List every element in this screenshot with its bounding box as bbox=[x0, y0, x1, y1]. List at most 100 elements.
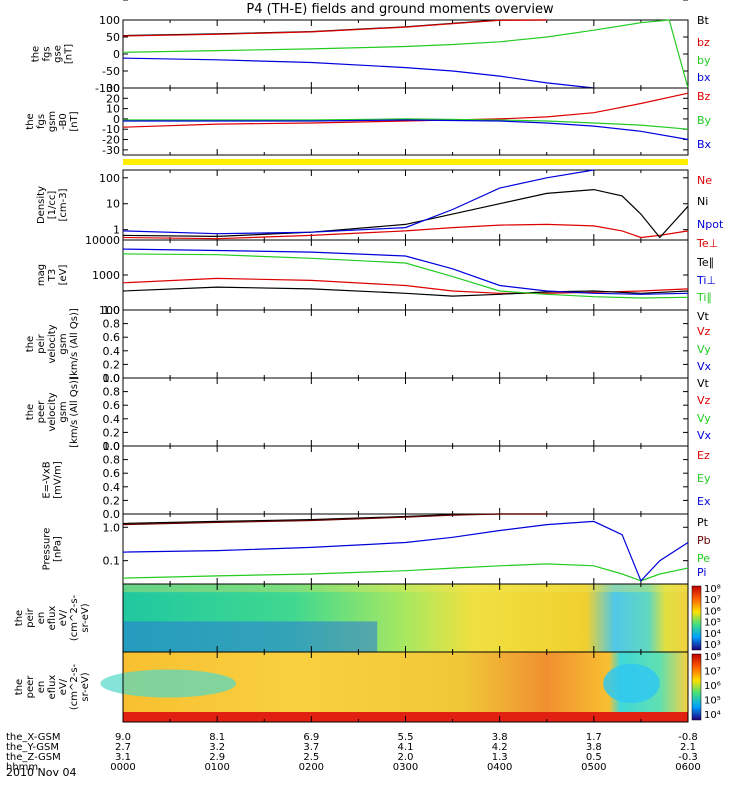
y-axis-label: gse bbox=[53, 45, 64, 63]
series-line-Pt bbox=[122, 513, 547, 525]
legend-entry: Npot bbox=[697, 218, 724, 231]
y-tick-label: 10000 bbox=[85, 0, 120, 3]
x-row-value: 2.1 bbox=[680, 742, 696, 753]
y-tick-label: 1.0 bbox=[103, 372, 121, 385]
y-axis-label: sr-eV) bbox=[80, 672, 91, 701]
legend-entry: Vt bbox=[697, 377, 710, 390]
x-axis-labels: the_X-GSM 9.0 8.1 6.9 5.5 3.8 1.7 -0.8the_Y-GSM… bbox=[6, 732, 701, 773]
y-axis-label: eV/ bbox=[58, 678, 69, 695]
x-row-value: 6.9 bbox=[303, 732, 319, 743]
legend-entry: Vz bbox=[697, 394, 711, 407]
x-hhmm-label: hhmm bbox=[6, 762, 38, 773]
legend-entry: Te∥ bbox=[696, 256, 714, 269]
y-axis-label: peir bbox=[25, 607, 36, 627]
series-line-Ti∥ bbox=[122, 253, 689, 299]
y-axis-label: gsm bbox=[58, 401, 69, 422]
colorbar-tick-label: 10⁸ bbox=[704, 652, 721, 663]
y-axis-label: sr-eV) bbox=[80, 603, 91, 632]
y-axis-label: [nT] bbox=[64, 44, 75, 64]
y-axis-label: -B0 bbox=[58, 113, 69, 129]
heatmap-dip-region bbox=[603, 663, 660, 704]
y-axis-label: eflux bbox=[47, 675, 58, 700]
y-axis-label: gsm bbox=[47, 111, 58, 132]
legend-entry: Vt bbox=[697, 310, 710, 323]
panel-density: 100 10 1 Density [1/cc] [cm-3] Ne Ni Npot bbox=[36, 169, 724, 241]
legend-entry: Bt bbox=[697, 14, 710, 27]
y-axis-label: peir bbox=[36, 333, 47, 353]
series-line-Bt bbox=[122, 19, 547, 37]
y-axis-label: (cm^2-s- bbox=[69, 594, 80, 641]
x-tick-label: 0600 bbox=[675, 762, 700, 773]
series-line-Ti⊥ bbox=[122, 248, 689, 295]
y-axis-label: fgs bbox=[42, 46, 53, 61]
y-axis-label: [nT] bbox=[69, 111, 80, 131]
colorbar: 10⁸ 10⁷ 10⁶ 10⁵ 10⁴ bbox=[691, 652, 721, 721]
x-row-label: the_Z-GSM bbox=[6, 752, 61, 763]
x-tick-label: 0400 bbox=[487, 762, 512, 773]
colorbar-tick-label: 10⁸ bbox=[704, 584, 721, 595]
panel-temperature: 10000 1000 100 mag T3 [eV] Te⊥ Te∥ Ti⊥ Ti∥ bbox=[36, 234, 718, 317]
x-row-value: 9.0 bbox=[115, 732, 131, 743]
y-tick-label: 0.0 bbox=[103, 372, 121, 385]
x-row-value: 3.7 bbox=[303, 742, 319, 753]
y-axis-label: eV/ bbox=[58, 609, 69, 626]
panel-peir-en-eflux: 10⁸10⁷10⁶10⁵10⁴10³10000100010010thepeire… bbox=[14, 0, 721, 653]
x-row-value: -0.8 bbox=[678, 732, 698, 743]
legend-entry: Vx bbox=[697, 429, 712, 442]
y-tick-label: 100 bbox=[99, 304, 120, 317]
legend-entry: Ti∥ bbox=[696, 291, 712, 304]
y-axis-label: [1/cc] bbox=[47, 191, 58, 220]
y-tick-label: 0.8 bbox=[103, 386, 121, 399]
y-tick-label: 10 bbox=[106, 0, 120, 3]
date-label: 2010 Nov 04 bbox=[6, 766, 76, 779]
y-tick-label: 1.0 bbox=[103, 304, 121, 317]
y-tick-label: 10000 bbox=[85, 234, 120, 247]
x-row-value: 3.2 bbox=[209, 742, 225, 753]
y-tick-label: 0.0 bbox=[103, 508, 121, 521]
x-tick-label: 0300 bbox=[393, 762, 418, 773]
y-axis-label: peer bbox=[36, 400, 47, 424]
legend-entry: Ex bbox=[697, 495, 711, 508]
x-row-value: 1.3 bbox=[492, 752, 508, 763]
legend-entry: Ne bbox=[697, 174, 712, 187]
legend-entry: By bbox=[697, 114, 712, 127]
y-axis-label: the bbox=[14, 679, 25, 695]
colorbar-tick-label: 10⁷ bbox=[704, 595, 721, 606]
legend-entry: Vy bbox=[697, 412, 711, 425]
y-tick-label: 50 bbox=[106, 31, 120, 44]
y-tick-label: 0.1 bbox=[103, 555, 121, 568]
y-tick-label: -20 bbox=[102, 134, 120, 147]
y-tick-label: 100 bbox=[99, 0, 120, 3]
legend-entry: Vz bbox=[697, 325, 711, 338]
legend-entry: bx bbox=[697, 71, 711, 84]
chart-title: P4 (TH-E) fields and ground moments over… bbox=[246, 2, 554, 17]
panel-frame bbox=[122, 445, 689, 515]
panel-frame bbox=[122, 19, 689, 89]
colorbar-tick-label: 10⁶ bbox=[704, 681, 721, 692]
x-row-value: 2.7 bbox=[115, 742, 131, 753]
heatmap-cool-region bbox=[100, 669, 236, 698]
series-line-By bbox=[123, 118, 689, 130]
x-row-value: 1.7 bbox=[586, 732, 602, 743]
y-axis-label: velocity bbox=[47, 392, 58, 431]
legend-entry: Bx bbox=[697, 138, 712, 151]
series-line-Pe bbox=[122, 563, 689, 582]
legend-entry: Pe bbox=[697, 552, 710, 565]
y-tick-label: 0.4 bbox=[103, 413, 121, 426]
series-line-Pi bbox=[122, 520, 689, 582]
y-tick-label: 100 bbox=[99, 172, 120, 185]
colorbar-tick-label: 10³ bbox=[704, 640, 721, 651]
y-axis-label: the bbox=[14, 610, 25, 626]
y-tick-label: 0.2 bbox=[103, 494, 121, 507]
y-axis-label: [mV/m] bbox=[53, 461, 64, 499]
colorbar-tick-label: 10⁶ bbox=[704, 606, 721, 617]
y-tick-label: 100 bbox=[99, 14, 120, 27]
y-axis-label: fgs bbox=[36, 114, 47, 129]
y-tick-label: 30 bbox=[106, 82, 120, 95]
series-line-Ne bbox=[122, 223, 689, 240]
